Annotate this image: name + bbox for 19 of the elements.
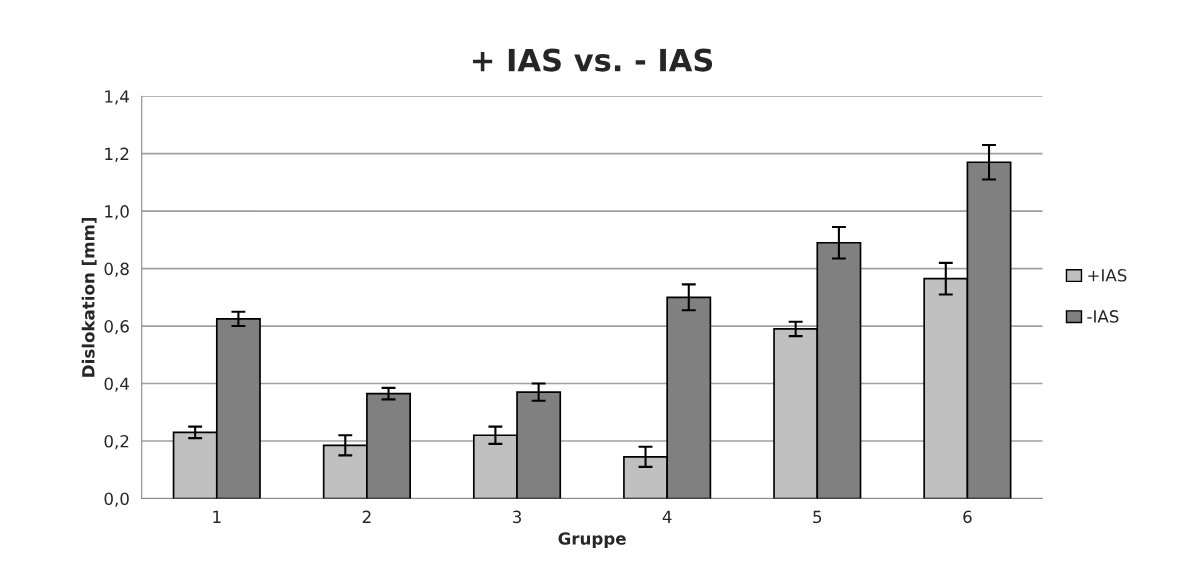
- y-tick-label: 0,2: [104, 434, 129, 450]
- x-tick-label: 6: [963, 510, 972, 524]
- y-tick-label: 0,0: [104, 492, 129, 507]
- y-tick-label: 0,8: [104, 262, 129, 277]
- y-tick-label: 1,4: [105, 90, 129, 105]
- x-tick-label: 2: [362, 510, 371, 523]
- y-tick-label: 0,4: [104, 377, 129, 392]
- x-tick-label: 5: [813, 510, 822, 524]
- y-tick-label: 1,2: [105, 147, 129, 162]
- y-tick-label: 1,0: [105, 205, 129, 220]
- x-tick-label: 1: [213, 510, 221, 523]
- legend-label: +IAS: [1088, 268, 1127, 282]
- x-axis-title: Gruppe: [558, 532, 626, 549]
- chart-title: + IAS vs. - IAS: [473, 48, 713, 72]
- legend-label: -IAS: [1087, 310, 1119, 323]
- y-axis-title: Dislokation [mm]: [81, 217, 97, 377]
- y-tick-label: 0,6: [104, 320, 129, 335]
- x-tick-label: 3: [513, 510, 521, 524]
- x-tick-label: 4: [662, 510, 672, 523]
